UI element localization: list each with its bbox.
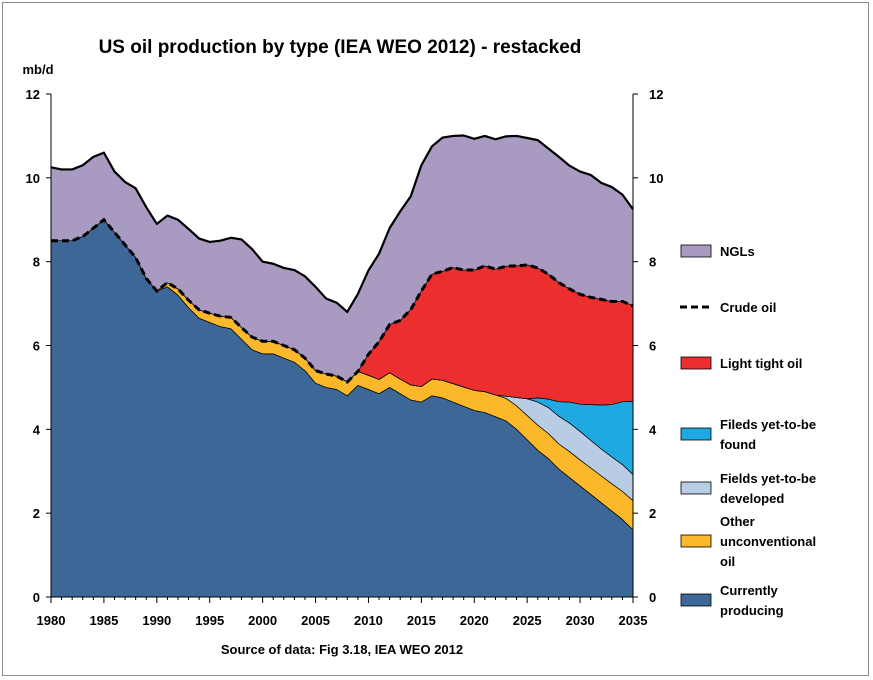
legend-label: found <box>720 437 756 452</box>
axes: 0 0 2 2 4 4 6 6 8 8 10 10 12 12 1980 1985 1990 1995 2000 20… <box>26 87 664 628</box>
legend-label: Currently <box>720 583 779 598</box>
legend-swatch-light-tight-oil <box>680 356 712 370</box>
y-tick-label-right: 4 <box>649 422 657 437</box>
x-tick-label: 2005 <box>301 613 330 628</box>
source-note: Source of data: Fig 3.18, IEA WEO 2012 <box>221 642 463 657</box>
total-production-line <box>50 134 634 314</box>
y-tick-label-left: 10 <box>26 171 40 186</box>
legend-label: developed <box>720 491 784 506</box>
y-tick-label-right: 0 <box>649 590 656 605</box>
stacked-areas <box>50 134 634 598</box>
legend-label: Fields yet-to-be <box>720 471 816 486</box>
y-tick-label-right: 6 <box>649 339 656 354</box>
y-tick-label-right: 2 <box>649 506 656 521</box>
legend-label: Light tight oil <box>720 356 802 371</box>
legend-label: Fileds yet-to-be <box>720 417 816 432</box>
x-tick-label: 2015 <box>407 613 436 628</box>
crude-oil-line <box>51 217 634 384</box>
y-tick-label-right: 12 <box>649 87 663 102</box>
x-tick-label: 2035 <box>619 613 648 628</box>
legend-label: Other <box>720 514 755 529</box>
x-tick-label: 2000 <box>248 613 277 628</box>
legend-label: NGLs <box>720 244 755 259</box>
y-tick-label-left: 6 <box>33 339 40 354</box>
legend-swatch-ngls <box>680 244 712 258</box>
x-tick-label: 2025 <box>513 613 542 628</box>
legend-swatch-currently-producing <box>680 593 712 607</box>
legend-swatch-fileds-yet-to-be-found <box>680 427 712 441</box>
y-tick-label-left: 8 <box>33 255 40 270</box>
y-axis-unit-label: mb/d <box>22 62 53 77</box>
legend-label: producing <box>720 603 784 618</box>
y-tick-label-left: 12 <box>26 87 40 102</box>
y-tick-label-right: 10 <box>649 171 663 186</box>
y-tick-label-left: 0 <box>33 590 40 605</box>
legend: NGLs Crude oil Light tight oil Fileds yet-t… <box>680 244 816 618</box>
x-tick-label: 1995 <box>195 613 224 628</box>
legend-swatch-other-unconventional-oil <box>680 534 712 548</box>
y-tick-label-left: 2 <box>33 506 40 521</box>
x-tick-label: 1985 <box>89 613 118 628</box>
legend-label: unconventional <box>720 534 816 549</box>
y-tick-label-left: 4 <box>33 422 41 437</box>
x-tick-label: 2010 <box>354 613 383 628</box>
x-tick-label: 1980 <box>37 613 66 628</box>
chart-title: US oil production by type (IEA WEO 2012)… <box>99 37 582 58</box>
x-tick-label: 2030 <box>566 613 595 628</box>
x-tick-label: 2020 <box>460 613 489 628</box>
legend-label: Crude oil <box>720 300 776 315</box>
legend-swatch-fields-yet-to-be-developed <box>680 481 712 495</box>
legend-label: oil <box>720 554 735 569</box>
y-tick-label-right: 8 <box>649 255 656 270</box>
x-tick-label: 1990 <box>142 613 171 628</box>
